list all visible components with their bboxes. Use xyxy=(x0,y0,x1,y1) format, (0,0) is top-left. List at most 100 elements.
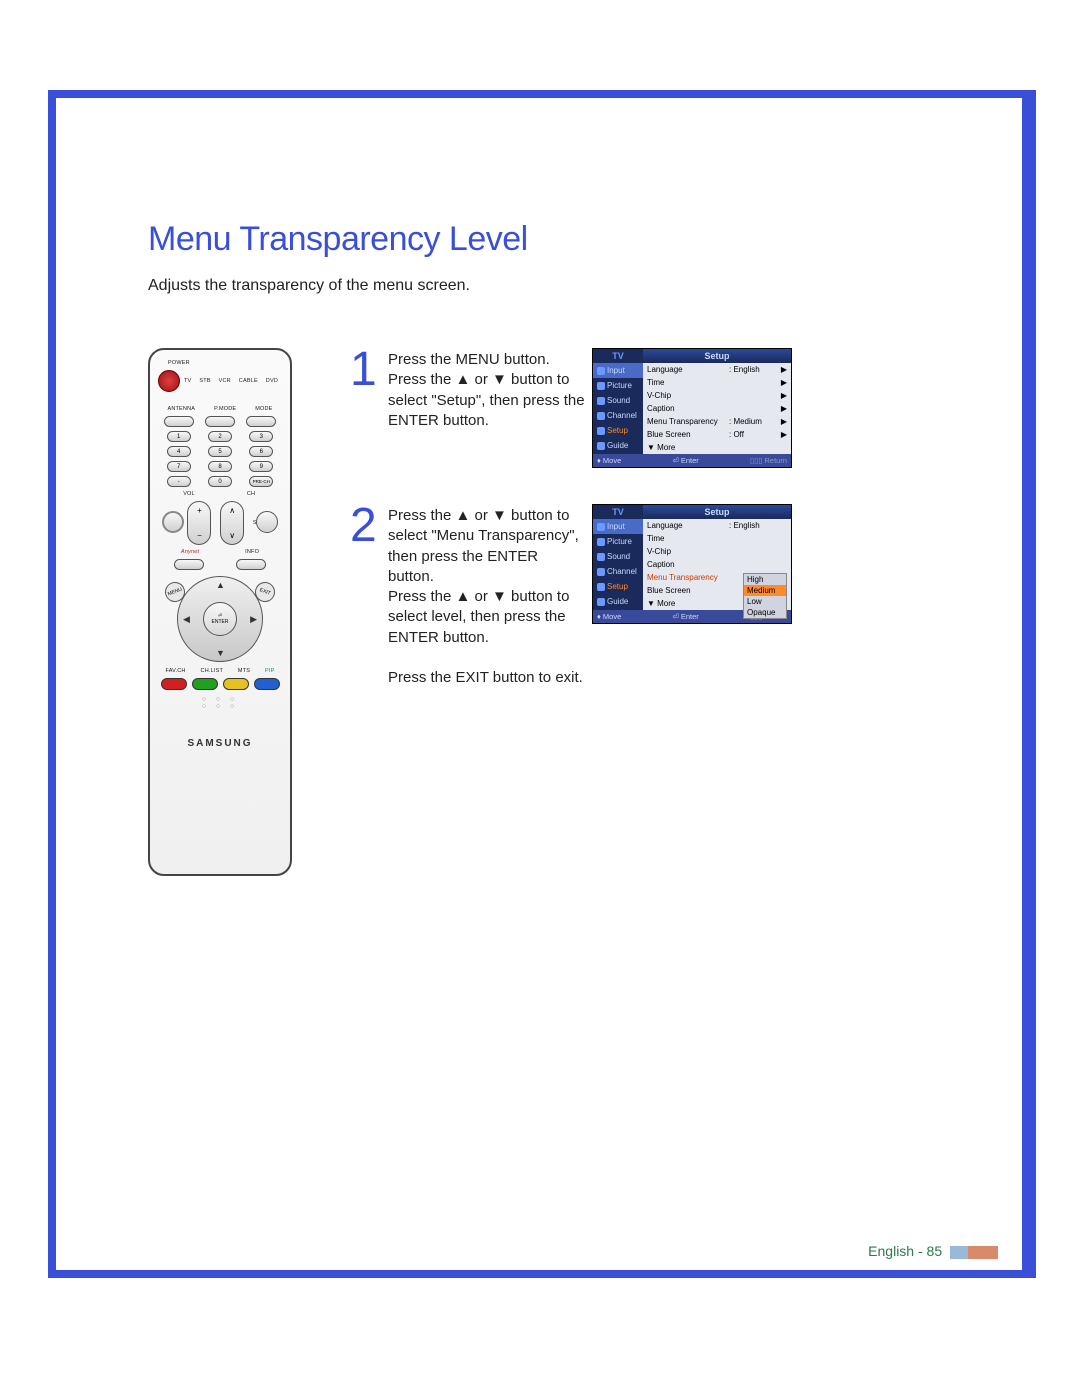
page-bar-1 xyxy=(950,1246,968,1259)
remote-body: POWER TV STB VCR CABLE DVD ANTENNA P.MOD… xyxy=(148,348,292,876)
ch-rocker[interactable]: ∧∨ xyxy=(220,501,244,545)
osd-sidebar-label: Input xyxy=(607,522,625,531)
osd-sidebar-label: Sound xyxy=(607,396,630,405)
page-bar-2 xyxy=(968,1246,998,1259)
nav-left-icon[interactable]: ◀ xyxy=(183,614,190,625)
osd-sidebar-icon xyxy=(597,382,605,390)
color-button-0[interactable] xyxy=(161,678,187,690)
num--[interactable]: - xyxy=(167,476,191,487)
menu-label: MENU xyxy=(167,587,183,598)
osd-row-label: Blue Screen xyxy=(647,586,729,595)
osd-sidebar-icon xyxy=(597,598,605,606)
osd-row-menu-transparency: Menu Transparency: Medium▶ xyxy=(643,415,791,428)
device-tv: TV xyxy=(184,378,191,384)
osd-row-v-chip: V-Chip xyxy=(643,545,791,558)
osd-move: Move xyxy=(603,456,621,465)
num-8[interactable]: 8 xyxy=(208,461,232,472)
osd-row-arrow-icon: ▶ xyxy=(779,417,787,426)
pip-label: PIP xyxy=(265,668,274,674)
step-1-number: 1 xyxy=(350,348,382,391)
osd-return: Return xyxy=(764,456,787,465)
num-2[interactable]: 2 xyxy=(208,431,232,442)
osd-row-arrow-icon: ▶ xyxy=(779,378,787,387)
num-5[interactable]: 5 xyxy=(208,446,232,457)
osd-footer: ♦ Move ⏎ Enter ▯▯▯ Return xyxy=(593,454,791,467)
osd-sidebar-guide: Guide xyxy=(593,438,643,453)
num-6[interactable]: 6 xyxy=(249,446,273,457)
osd-sidebar-channel: Channel xyxy=(593,408,643,423)
osd-row-value: : English xyxy=(729,521,779,530)
enter-button[interactable]: ⏎ ENTER xyxy=(203,602,237,636)
osd-row-language: Language: English▶ xyxy=(643,363,791,376)
osd-sidebar-setup: Setup xyxy=(593,579,643,594)
osd-move-2: Move xyxy=(603,612,621,621)
osd-sidebar-label: Guide xyxy=(607,441,628,450)
num-3[interactable]: 3 xyxy=(249,431,273,442)
osd-row-label: V-Chip xyxy=(647,391,729,400)
osd-popup-option-low: Low xyxy=(744,596,786,607)
page-title: Menu Transparency Level xyxy=(148,220,948,259)
anynet-label: Anynet xyxy=(181,549,199,555)
osd-sidebar-label: Picture xyxy=(607,381,632,390)
osd-sidebar-input: Input xyxy=(593,363,643,378)
enter-label: ENTER xyxy=(212,619,229,625)
osd-sidebar-icon xyxy=(597,367,605,375)
antenna-button[interactable] xyxy=(164,416,194,427)
osd-sidebar-channel: Channel xyxy=(593,564,643,579)
mode-button[interactable] xyxy=(246,416,276,427)
step-1: 1 Press the MENU button. Press the ▲ or … xyxy=(350,348,930,468)
device-cable: CABLE xyxy=(239,378,258,384)
step-1-text: Press the MENU button. Press the ▲ or ▼ … xyxy=(388,348,588,431)
source-button[interactable] xyxy=(256,511,278,533)
anynet-button[interactable] xyxy=(174,559,204,570)
osd-main-2: Language: EnglishTimeV-ChipCaptionMenu T… xyxy=(643,519,791,610)
nav-up-icon[interactable]: ▲ xyxy=(216,580,225,590)
osd-sidebar-label: Channel xyxy=(607,567,637,576)
osd-sidebar-picture: Picture xyxy=(593,378,643,393)
osd-sidebar: InputPictureSoundChannelSetupGuide xyxy=(593,363,643,454)
mute-button[interactable] xyxy=(162,511,184,533)
color-button-3[interactable] xyxy=(254,678,280,690)
osd-sidebar-picture: Picture xyxy=(593,534,643,549)
antenna-label: ANTENNA xyxy=(167,406,195,412)
osd-row-arrow-icon: ▶ xyxy=(779,391,787,400)
osd-row-▼-more: ▼ More xyxy=(643,441,791,454)
pmode-button[interactable] xyxy=(205,416,235,427)
nav-down-icon[interactable]: ▼ xyxy=(216,648,225,658)
page-number: English - 85 xyxy=(868,1243,998,1259)
step-2-line-2: Press the ▲ or ▼ button to select level,… xyxy=(388,588,569,646)
num-4[interactable]: 4 xyxy=(167,446,191,457)
num-9[interactable]: 9 xyxy=(249,461,273,472)
osd-row-label: ▼ More xyxy=(647,599,729,608)
num-1[interactable]: 1 xyxy=(167,431,191,442)
osd-sidebar-guide: Guide xyxy=(593,594,643,609)
osd-row-label: Menu Transparency xyxy=(647,573,729,582)
osd-sidebar-input: Input xyxy=(593,519,643,534)
osd-screenshot-2: TV Setup InputPictureSoundChannelSetupGu… xyxy=(592,504,792,624)
color-button-1[interactable] xyxy=(192,678,218,690)
osd-popup-option-medium: Medium xyxy=(744,585,786,596)
info-button[interactable] xyxy=(236,559,266,570)
color-button-2[interactable] xyxy=(223,678,249,690)
osd-row-value: : Medium xyxy=(729,417,779,426)
page-number-text: English - 85 xyxy=(868,1243,942,1259)
osd-header-title-2: Setup xyxy=(643,505,791,519)
ch-label: CH xyxy=(236,491,266,497)
step-1-line-1: Press the MENU button. xyxy=(388,351,550,368)
osd-row-arrow-icon: ▶ xyxy=(779,404,787,413)
num-0[interactable]: 0 xyxy=(208,476,232,487)
vol-rocker[interactable]: +− xyxy=(187,501,211,545)
power-button[interactable] xyxy=(158,370,180,392)
instructions: 1 Press the MENU button. Press the ▲ or … xyxy=(350,348,930,724)
osd-tv-label-2: TV xyxy=(593,505,643,519)
osd-sidebar-icon xyxy=(597,553,605,561)
osd-popup-option-opaque: Opaque xyxy=(744,607,786,618)
device-vcr: VCR xyxy=(219,378,231,384)
osd-sidebar-sound: Sound xyxy=(593,393,643,408)
osd-sidebar-icon xyxy=(597,538,605,546)
num-7[interactable]: 7 xyxy=(167,461,191,472)
nav-right-icon[interactable]: ▶ xyxy=(250,614,257,625)
step-2-number: 2 xyxy=(350,504,382,547)
number-pad: 1 2 3 4 5 6 7 8 9 - 0 PRE-CH xyxy=(158,431,282,487)
num-PRE-CH[interactable]: PRE-CH xyxy=(249,476,273,487)
